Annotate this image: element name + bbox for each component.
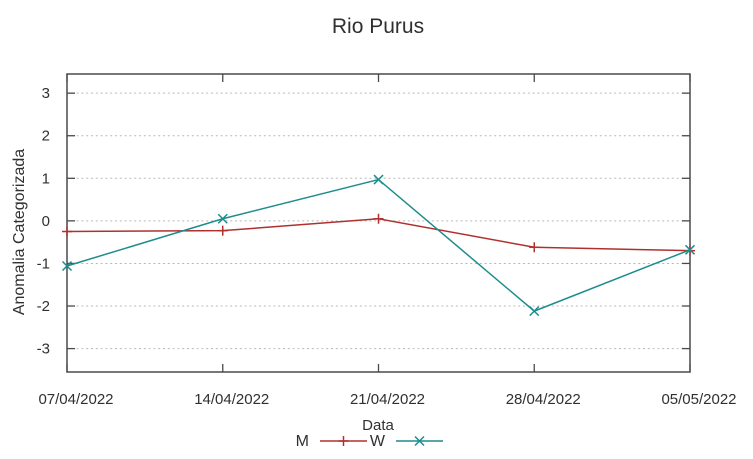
y-tick-label: 2 bbox=[42, 128, 50, 145]
series-W-marker bbox=[684, 244, 696, 255]
chart-title: Rio Purus bbox=[332, 15, 424, 38]
y-tick-label: -3 bbox=[37, 341, 50, 358]
y-tick-label: 0 bbox=[42, 213, 50, 230]
x-tick-label: 05/05/2022 bbox=[661, 391, 736, 408]
series-M bbox=[62, 213, 695, 256]
legend-marker-cross bbox=[414, 435, 425, 447]
legend-label-M: M bbox=[296, 433, 309, 450]
x-tick-label: 28/04/2022 bbox=[506, 391, 581, 408]
y-tick-label: -2 bbox=[37, 298, 50, 315]
series-W-marker bbox=[61, 260, 73, 272]
series-W-line bbox=[66, 178, 691, 312]
series-W-marker bbox=[217, 213, 228, 224]
x-axis-title: Data bbox=[362, 417, 394, 434]
y-tick-label: -1 bbox=[37, 255, 50, 272]
y-tick-label: 1 bbox=[42, 170, 50, 187]
y-tick-label: 3 bbox=[42, 85, 50, 102]
series-W-marker bbox=[373, 174, 384, 185]
x-tick-label: 14/04/2022 bbox=[194, 391, 269, 408]
legend-label-W: W bbox=[370, 433, 386, 450]
series-W-marker bbox=[529, 306, 540, 317]
y-axis-title: Anomalia Categorizada bbox=[11, 149, 28, 315]
series-W bbox=[61, 174, 696, 317]
x-tick-label: 21/04/2022 bbox=[350, 391, 425, 408]
x-tick-label: 07/04/2022 bbox=[38, 391, 113, 408]
plot-area: 3 2 1 0 -1 -2 -3 07/04/2022 14/04/2022 21/04/2022… bbox=[37, 73, 737, 408]
